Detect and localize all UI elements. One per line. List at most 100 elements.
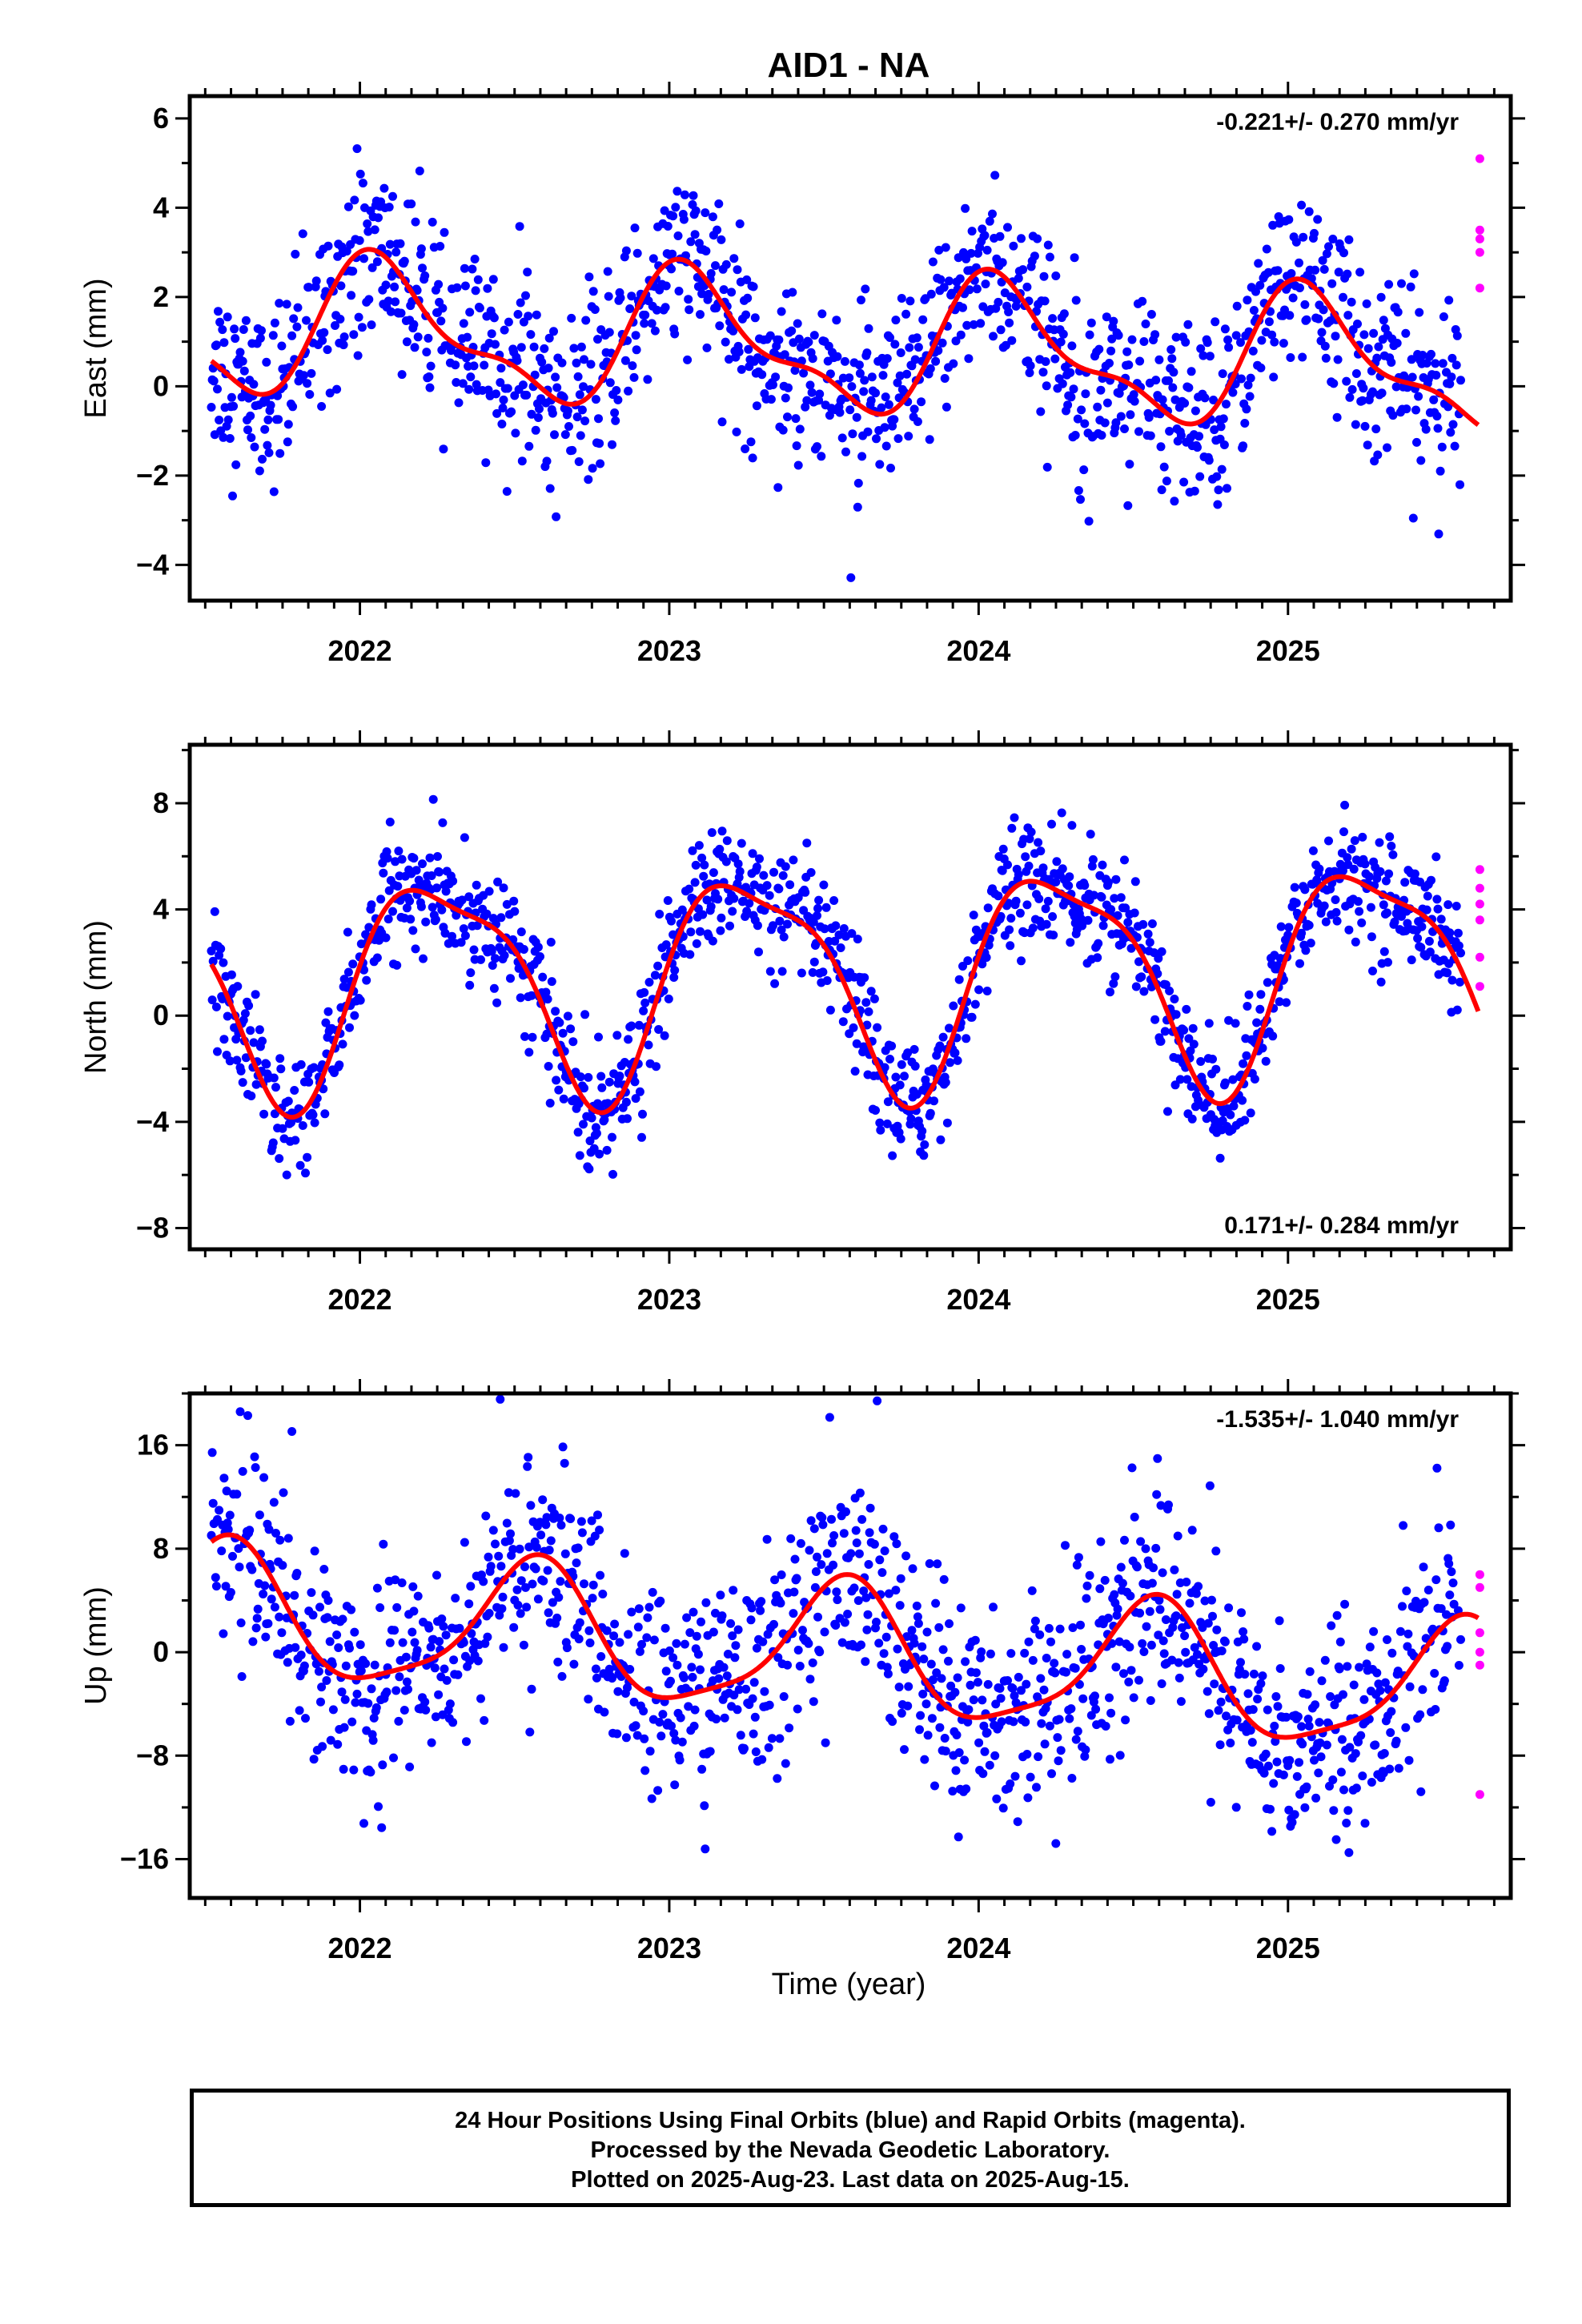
final-orbit-point <box>1336 1767 1346 1777</box>
final-orbit-point <box>1131 982 1141 991</box>
final-orbit-point <box>650 326 660 336</box>
final-orbit-point <box>1182 1075 1192 1084</box>
final-orbit-point <box>1097 431 1106 440</box>
final-orbit-point <box>902 369 912 379</box>
final-orbit-point <box>291 249 300 259</box>
final-orbit-point <box>907 1626 917 1635</box>
final-orbit-point <box>531 425 540 435</box>
final-orbit-point <box>1189 1039 1199 1049</box>
final-orbit-point <box>995 1683 1005 1693</box>
final-orbit-point <box>1126 1666 1136 1675</box>
final-orbit-point <box>1224 343 1234 352</box>
final-orbit-point <box>588 1594 597 1603</box>
final-orbit-point <box>1028 923 1038 933</box>
final-orbit-point <box>629 372 639 382</box>
final-orbit-point <box>925 1559 934 1568</box>
final-orbit-point <box>850 1067 860 1076</box>
final-orbit-point <box>1127 1463 1137 1473</box>
final-orbit-point <box>656 1596 665 1606</box>
final-orbit-point <box>319 1084 328 1094</box>
final-orbit-point <box>669 973 679 982</box>
final-orbit-point <box>343 202 353 211</box>
footer-line-1: 24 Hour Positions Using Final Orbits (bl… <box>455 2108 1246 2133</box>
final-orbit-point <box>1209 396 1219 404</box>
final-orbit-point <box>251 1623 261 1633</box>
final-orbit-point <box>996 325 1006 335</box>
final-orbit-point <box>299 1661 309 1671</box>
final-orbit-point <box>431 915 440 924</box>
final-orbit-point <box>667 916 676 926</box>
final-orbit-point <box>290 1086 299 1095</box>
final-orbit-point <box>797 968 806 978</box>
final-orbit-point <box>481 458 491 468</box>
final-orbit-point <box>240 1009 250 1019</box>
final-orbit-point <box>1125 1642 1134 1652</box>
final-orbit-point <box>391 1686 401 1695</box>
final-orbit-point <box>1337 1735 1347 1744</box>
final-orbit-point <box>845 405 855 415</box>
final-orbit-point <box>397 854 407 864</box>
final-orbit-point <box>409 320 419 329</box>
rapid-orbit-point <box>1475 225 1484 235</box>
final-orbit-point <box>809 1524 819 1534</box>
final-orbit-point <box>219 338 229 348</box>
final-orbit-point <box>1362 1659 1371 1669</box>
x-tick-label: 2023 <box>637 1283 701 1316</box>
final-orbit-point <box>408 1582 418 1591</box>
final-orbit-point <box>1232 301 1242 311</box>
final-orbit-point <box>236 1066 246 1076</box>
final-orbit-point <box>920 1755 930 1764</box>
final-orbit-point <box>1039 271 1049 281</box>
final-orbit-point <box>310 1118 319 1128</box>
final-orbit-point <box>309 1063 319 1072</box>
final-orbit-point <box>1319 305 1328 315</box>
final-orbit-point <box>1114 388 1124 398</box>
final-orbit-point <box>383 915 393 924</box>
final-orbit-point <box>598 1590 608 1598</box>
final-orbit-point <box>471 286 480 296</box>
final-orbit-point <box>391 1575 400 1585</box>
final-orbit-point <box>773 483 783 493</box>
final-orbit-point <box>1106 1708 1116 1718</box>
final-orbit-point <box>1211 1546 1221 1556</box>
final-orbit-point <box>223 415 233 424</box>
final-orbit-point <box>783 412 792 422</box>
final-orbit-point <box>1006 1649 1016 1659</box>
final-orbit-point <box>769 380 777 389</box>
final-orbit-point <box>1401 328 1411 338</box>
final-orbit-point <box>889 1532 899 1542</box>
final-orbit-point <box>1080 1751 1090 1761</box>
final-orbit-point <box>1427 349 1435 359</box>
final-orbit-point <box>786 1534 796 1543</box>
final-orbit-point <box>690 230 700 239</box>
final-orbit-point <box>888 1151 897 1160</box>
final-orbit-point <box>339 340 348 350</box>
final-orbit-point <box>263 1618 273 1628</box>
final-orbit-point <box>258 454 267 464</box>
final-orbit-point <box>666 1676 675 1686</box>
final-orbit-point <box>895 371 905 380</box>
final-orbit-point <box>825 411 834 420</box>
final-orbit-point <box>1381 876 1391 886</box>
final-orbit-point <box>720 1713 729 1723</box>
seasonal-fit-line <box>209 874 1481 1120</box>
final-orbit-point <box>293 303 303 312</box>
final-orbit-point <box>375 1603 385 1612</box>
final-orbit-point <box>1043 896 1053 906</box>
final-orbit-point <box>458 379 468 388</box>
final-orbit-point <box>382 847 391 856</box>
final-orbit-point <box>420 1697 430 1707</box>
final-orbit-point <box>964 1705 974 1715</box>
seasonal-fit-line <box>210 1532 1480 1740</box>
final-orbit-point <box>584 475 593 485</box>
final-orbit-point <box>577 405 587 415</box>
final-orbit-point <box>1182 1004 1191 1014</box>
final-orbit-point <box>573 372 583 381</box>
final-orbit-point <box>715 321 725 331</box>
final-orbit-point <box>1039 1685 1049 1695</box>
final-orbit-point <box>1266 1804 1275 1814</box>
final-orbit-point <box>295 1160 305 1170</box>
final-orbit-point <box>402 337 412 347</box>
final-orbit-point <box>855 368 865 378</box>
final-orbit-point <box>637 1639 646 1649</box>
